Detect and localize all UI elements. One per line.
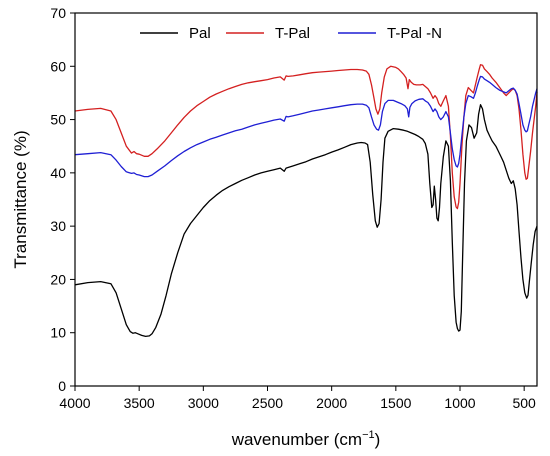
legend-label-0: Pal: [189, 25, 211, 42]
x-tick-label: 3000: [188, 395, 219, 411]
legend: Pal T-Pal T-Pal -N: [140, 25, 442, 42]
x-tick-label: 500: [512, 395, 536, 411]
y-tick-label: 50: [50, 112, 66, 128]
x-tick-label: 2000: [316, 395, 347, 411]
y-tick-label: 40: [50, 165, 66, 181]
series-line-2: [74, 75, 538, 178]
y-tick-label: 60: [50, 58, 66, 74]
y-tick-label: 0: [58, 378, 66, 394]
legend-label-2: T-Pal -N: [387, 25, 442, 42]
x-tick-label: 2500: [252, 395, 283, 411]
series-line-1: [74, 64, 538, 210]
x-tick-label: 1500: [380, 395, 411, 411]
x-tick-label: 1000: [444, 395, 475, 411]
x-tick-label: 3500: [124, 395, 155, 411]
y-tick-label: 70: [50, 5, 66, 21]
y-axis-title: Transmittance (%): [11, 130, 30, 268]
x-tick-label: 4000: [59, 395, 90, 411]
x-axis-title-close: ): [375, 430, 381, 449]
y-axis-ticks: 0 10 20 30 40 50 60 70: [50, 5, 75, 394]
x-axis-title-main: wavenumber (cm: [231, 430, 362, 449]
y-tick-label: 30: [50, 218, 66, 234]
x-axis-ticks: 4000 3500 3000 2500 2000 1500 1000 500: [59, 386, 536, 411]
y-tick-label: 10: [50, 325, 66, 341]
plot-frame: [74, 12, 538, 387]
x-axis-title-superscript: −1: [362, 429, 375, 441]
y-tick-label: 20: [50, 271, 66, 287]
series-line-0: [74, 104, 538, 338]
legend-label-1: T-Pal: [275, 25, 310, 42]
series-layer: [74, 64, 538, 338]
x-axis-title: wavenumber (cm−1): [231, 429, 381, 449]
